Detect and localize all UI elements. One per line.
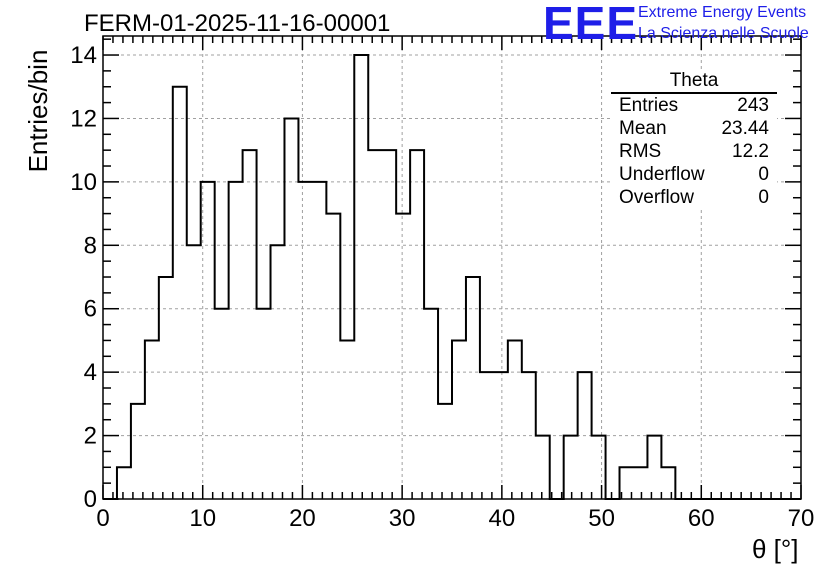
histogram-bin: [326, 214, 340, 499]
histogram-bin: [340, 340, 354, 499]
stats-row: RMS 12.2: [611, 140, 777, 163]
x-tick-label: 60: [688, 505, 715, 532]
y-axis-label: Entries/bin: [23, 49, 53, 173]
histogram-bin: [647, 436, 661, 499]
histogram-bin: [578, 372, 592, 499]
histogram-bin: [508, 340, 522, 499]
histogram-bin: [368, 150, 382, 499]
histogram-bin: [298, 182, 312, 499]
page-title: FERM-01-2025-11-16-00001: [84, 10, 391, 37]
axis-ticks: [102, 36, 802, 500]
y-tick-label: 6: [84, 296, 97, 323]
histogram-bin: [522, 372, 536, 499]
stats-row: Entries 243: [611, 94, 777, 117]
x-tick-label: 10: [189, 505, 216, 532]
stats-value: 0: [758, 164, 769, 185]
stats-value: 12.2: [732, 141, 769, 162]
stats-row: Overflow 0: [611, 186, 777, 209]
histogram-bin: [438, 404, 452, 499]
y-tick-label: 12: [70, 105, 97, 132]
histogram-bin: [452, 340, 466, 499]
eee-logo-mark: EEE: [543, 0, 639, 49]
stats-value: 243: [737, 95, 769, 116]
histogram-bin: [271, 245, 285, 499]
logo-line-2: La Scienza nelle Scuole: [638, 25, 809, 42]
stats-label: Underflow: [619, 164, 705, 185]
tick-labels: 0 10 20 30 40 50 60 70 0 2 4 6 8 10 12 14: [70, 42, 814, 532]
histogram-bin: [536, 436, 550, 499]
y-tick-label: 8: [84, 232, 97, 259]
histogram-bin: [382, 150, 396, 499]
stats-label: Entries: [619, 95, 679, 116]
histogram-bin: [257, 309, 271, 499]
histogram-bin: [592, 436, 606, 499]
histogram-bin: [564, 436, 578, 499]
x-tick-label: 40: [489, 505, 516, 532]
histogram-bin: [312, 182, 326, 499]
stats-box: Theta Entries 243 Mean 23.44 RMS 12.2 Un…: [611, 70, 777, 209]
histogram-bin: [661, 467, 675, 499]
histogram-bin: [466, 277, 480, 499]
histogram-bin: [215, 309, 229, 499]
y-tick-label: 4: [84, 359, 97, 386]
histogram-bin: [354, 55, 368, 499]
histogram-bin: [229, 182, 243, 499]
x-tick-label: 20: [289, 505, 316, 532]
stats-box-title: Theta: [611, 70, 777, 94]
stats-row: Underflow 0: [611, 163, 777, 186]
histogram-bin: [173, 87, 187, 499]
x-tick-label: 0: [96, 505, 109, 532]
y-tick-label: 0: [84, 486, 97, 513]
stats-label: Overflow: [619, 187, 694, 208]
histogram-bin: [187, 245, 201, 499]
stats-value: 0: [758, 187, 769, 208]
x-tick-label: 50: [588, 505, 615, 532]
histogram-bin: [145, 340, 159, 499]
histogram-bin: [201, 182, 215, 499]
histogram-bin: [131, 404, 145, 499]
histogram-bin: [424, 309, 438, 499]
histogram-bin: [159, 277, 173, 499]
stats-value: 23.44: [721, 118, 769, 139]
logo-line-1: Extreme Energy Events: [638, 4, 807, 21]
stats-label: Mean: [619, 118, 667, 139]
x-tick-label: 70: [788, 505, 815, 532]
histogram-outline: [103, 54, 801, 500]
y-tick-label: 10: [70, 169, 97, 196]
histogram-bars: [103, 54, 801, 500]
histogram-bin: [284, 118, 298, 499]
x-tick-label: 30: [389, 505, 416, 532]
histogram-bin: [396, 214, 410, 499]
histogram-bin: [633, 467, 647, 499]
histogram-bin: [243, 150, 257, 499]
stats-row: Mean 23.44: [611, 117, 777, 140]
stats-label: RMS: [619, 141, 662, 162]
histogram-bin: [480, 372, 494, 499]
y-tick-label: 2: [84, 423, 97, 450]
histogram-bin: [494, 372, 508, 499]
histogram-bin: [117, 467, 131, 499]
y-tick-label: 14: [70, 42, 97, 69]
x-axis-label: θ [°]: [752, 534, 799, 564]
histogram-bin: [410, 150, 424, 499]
